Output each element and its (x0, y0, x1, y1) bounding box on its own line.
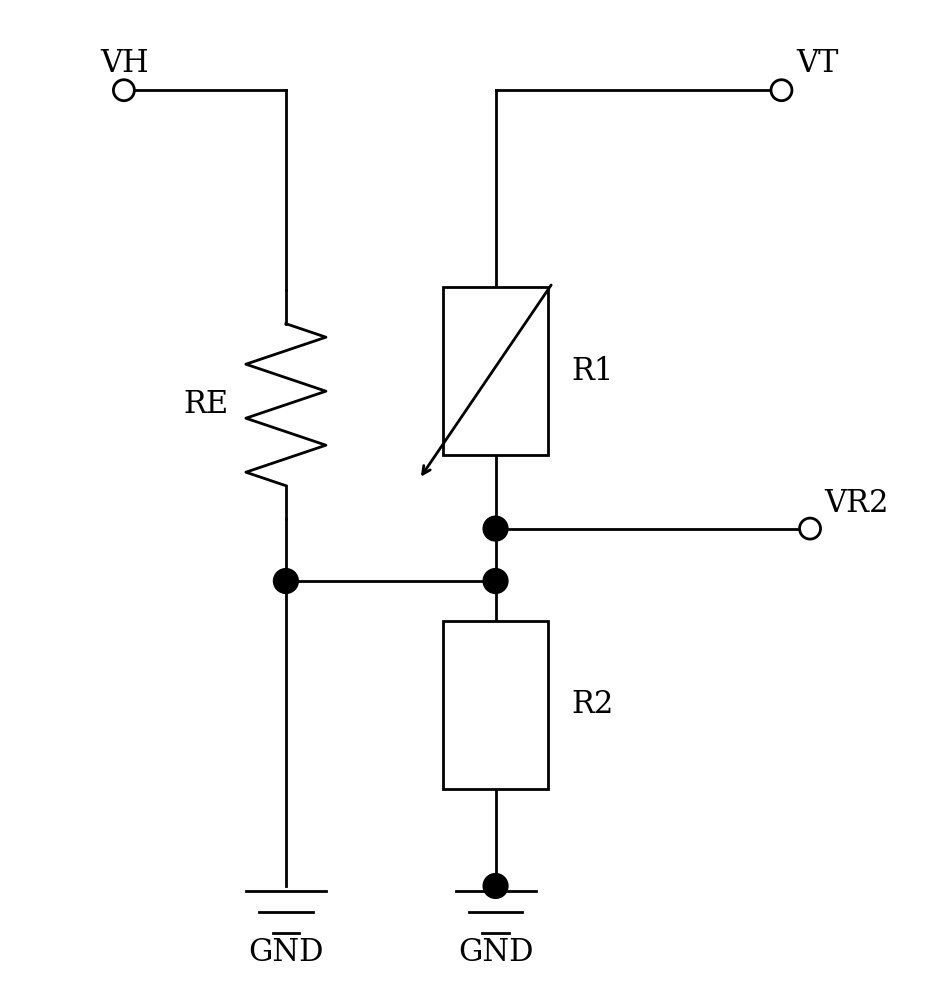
Text: RE: RE (184, 389, 228, 420)
Bar (443, 621, 547, 789)
Text: R1: R1 (571, 356, 613, 387)
Text: VR2: VR2 (823, 488, 888, 519)
Text: GND: GND (248, 937, 324, 968)
Text: VH: VH (100, 48, 149, 79)
Circle shape (770, 80, 791, 101)
Text: GND: GND (457, 937, 533, 968)
Text: VT: VT (795, 48, 837, 79)
Circle shape (483, 874, 507, 898)
Circle shape (799, 518, 820, 539)
Circle shape (113, 80, 134, 101)
Text: R2: R2 (571, 689, 613, 720)
Bar (443, 287, 547, 455)
Circle shape (273, 569, 298, 593)
Circle shape (483, 516, 507, 541)
Circle shape (483, 569, 507, 593)
